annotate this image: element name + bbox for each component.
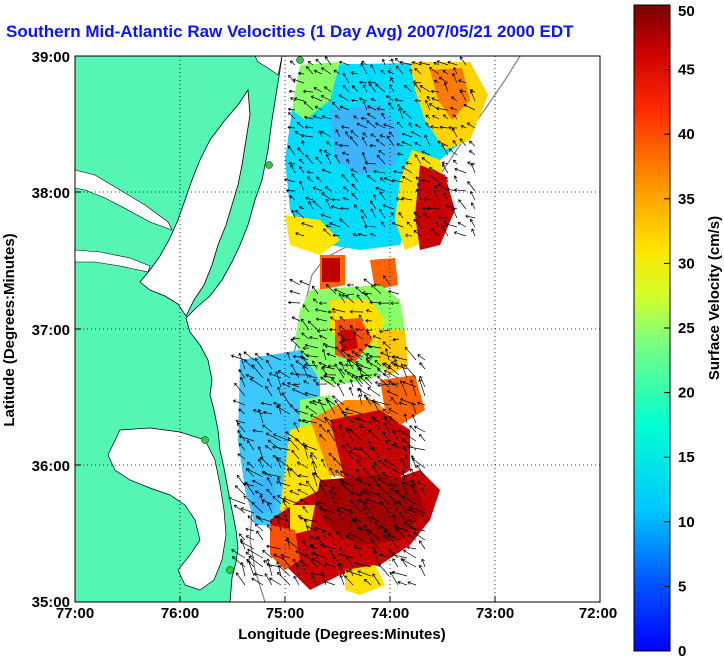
x-tick-label: 75:00 [266, 605, 304, 622]
x-tick-label: 72:00 [579, 605, 617, 622]
rappahannock-river [75, 249, 151, 273]
radar-site-marker [201, 436, 209, 444]
velocity-arrow [228, 56, 476, 586]
x-axis-label: Longitude (Degrees:Minutes) [238, 626, 446, 643]
radar-site-marker [265, 161, 273, 169]
colorbar-tick-label: 10 [678, 514, 695, 531]
colorbar-tick-label: 25 [678, 320, 695, 337]
colorbar-tick-label: 0 [678, 643, 686, 659]
y-tick-label: 38:00 [32, 185, 70, 202]
chart-title: Southern Mid-Atlantic Raw Velocities (1 … [6, 22, 574, 41]
colorbar-tick-label: 35 [678, 191, 695, 208]
map-grid [75, 56, 600, 602]
y-tick-label: 39:00 [32, 49, 70, 66]
colorbar-tick-label: 45 [678, 62, 695, 79]
tick-marks [75, 191, 496, 602]
y-axis-label: Latitude (Degrees:Minutes) [1, 233, 18, 426]
colorbar-tick-label: 50 [678, 3, 695, 20]
y-tick-label: 37:00 [32, 322, 70, 339]
colorbar-tick-label: 5 [678, 578, 686, 595]
colorbar-label: Surface Velocity (cm/s) [706, 216, 723, 380]
radar-site-marker [296, 56, 304, 64]
radar-site-marker [226, 566, 234, 574]
colorbar-tick-label: 15 [678, 449, 695, 466]
y-tick-label: 35:00 [32, 594, 70, 611]
colorbar-tick-label: 30 [678, 255, 695, 272]
delaware-bay [254, 56, 283, 76]
x-tick-label: 74:00 [371, 605, 409, 622]
pamlico-sound [107, 427, 227, 591]
potomac-river [75, 169, 173, 231]
x-tick-label: 77:00 [56, 605, 94, 622]
colorbar-tick-label: 40 [678, 126, 695, 143]
x-tick-label: 76:00 [161, 605, 199, 622]
x-tick-label: 73:00 [476, 605, 514, 622]
colorbar-ticks: 0 5 10 15 20 25 30 35 40 45 50 [664, 3, 695, 659]
colorbar-tick-label: 20 [678, 385, 695, 402]
velocity-vectors [228, 56, 476, 586]
y-tick-label: 36:00 [32, 458, 70, 475]
